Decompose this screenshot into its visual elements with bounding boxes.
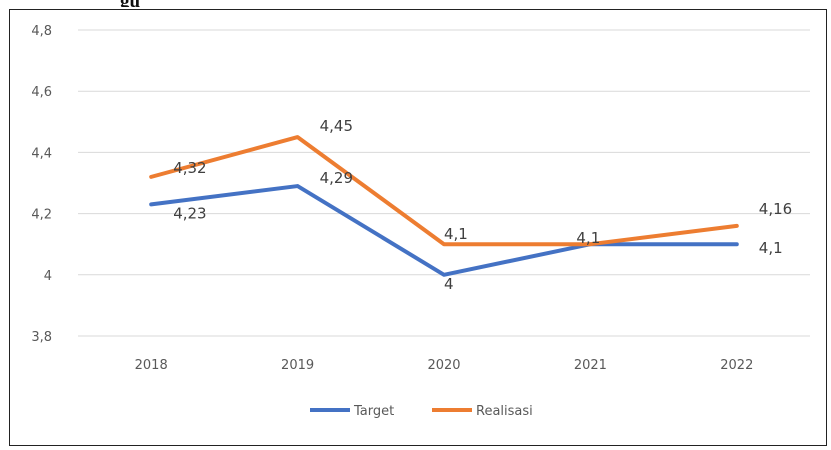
y-tick-label: 3,8	[31, 330, 52, 345]
data-label-realisasi: 4,1	[444, 225, 468, 243]
data-label-target: 4,1	[759, 239, 783, 257]
data-labels: 4,23 4,29 4 4,1 4,1 4,32 4,45 4,1 4,16	[173, 117, 792, 293]
y-tick-label: 4,2	[31, 208, 52, 223]
y-tick-label: 4	[44, 269, 52, 284]
data-label-realisasi: 4,16	[759, 200, 792, 218]
x-axis: 2018 2019 2020 2021 2022	[135, 358, 754, 373]
legend-label-realisasi: Realisasi	[476, 404, 533, 419]
y-tick-label: 4,6	[31, 85, 52, 100]
series-line-realisasi	[149, 135, 739, 247]
series-line-target	[149, 184, 739, 277]
data-label-realisasi: 4,32	[173, 159, 206, 177]
y-axis: 3,8 4 4,2 4,4 4,6 4,8	[31, 24, 52, 345]
y-tick-label: 4,4	[31, 146, 52, 161]
legend: Target Realisasi	[310, 404, 533, 419]
data-label-target: 4	[444, 275, 454, 293]
data-label-target: 4,29	[320, 169, 353, 187]
x-tick-label: 2020	[427, 358, 460, 373]
data-label-target: 4,23	[173, 204, 206, 222]
caption-fragment: gu	[120, 0, 250, 7]
data-label-target: 4,1	[576, 229, 600, 247]
x-tick-label: 2018	[135, 358, 168, 373]
x-tick-label: 2021	[574, 358, 607, 373]
legend-label-target: Target	[353, 404, 394, 419]
y-tick-label: 4,8	[31, 24, 52, 39]
x-tick-label: 2022	[720, 358, 753, 373]
data-label-realisasi: 4,45	[320, 117, 353, 135]
x-tick-label: 2019	[281, 358, 314, 373]
series-lines	[149, 135, 739, 277]
